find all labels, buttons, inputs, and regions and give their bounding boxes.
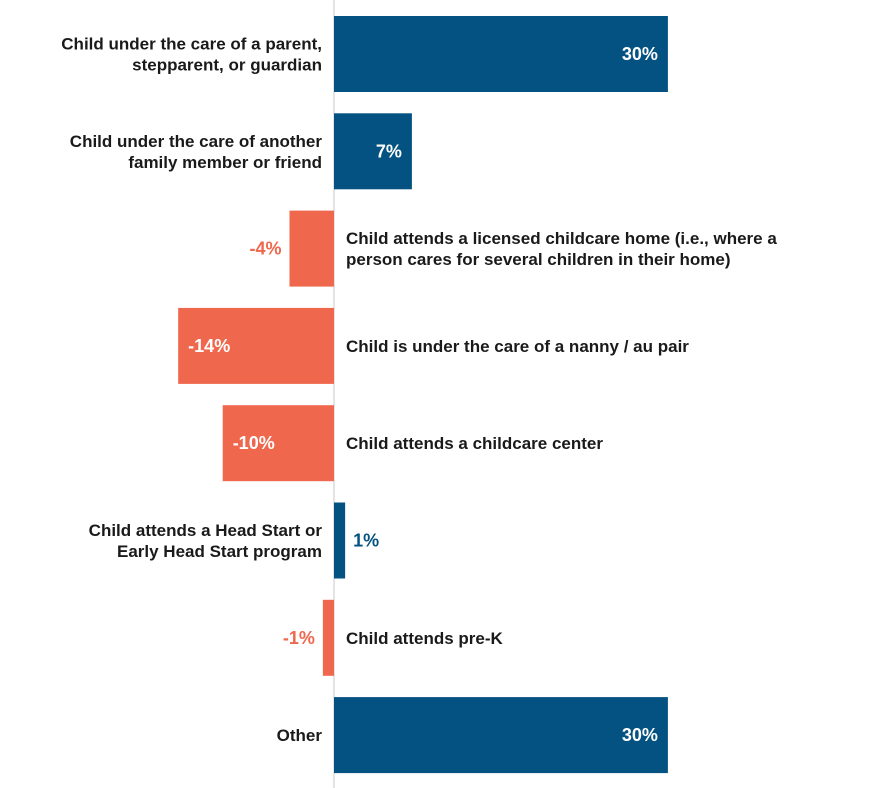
- category-label-line: Child attends a childcare center: [346, 434, 603, 453]
- category-label-line: Child attends a Head Start or: [89, 521, 323, 540]
- bar-5: [222, 405, 334, 482]
- value-label-2: 7%: [376, 141, 402, 161]
- value-label-6: 1%: [353, 531, 379, 551]
- category-label-line: family member or friend: [128, 153, 322, 172]
- category-label-line: Child under the care of a parent,: [61, 35, 322, 54]
- category-label-line: Child is under the care of a nanny / au …: [346, 337, 689, 356]
- value-label-4: -14%: [188, 336, 230, 356]
- category-label-3: Child attends a licensed childcare home …: [346, 229, 777, 269]
- bar-6: [334, 502, 346, 579]
- category-label-line: Other: [277, 726, 323, 745]
- bar-7: [322, 599, 334, 676]
- value-label-3: -4%: [249, 239, 281, 259]
- bar-4: [178, 307, 334, 384]
- category-label-line: Early Head Start program: [117, 542, 322, 561]
- bar-1: [334, 16, 668, 92]
- value-label-8: 30%: [622, 725, 658, 745]
- value-label-7: -1%: [283, 628, 315, 648]
- category-label-line: stepparent, or guardian: [132, 56, 322, 75]
- category-label-6: Child attends a Head Start or Early Head …: [89, 521, 323, 561]
- category-label-8: Other: [277, 726, 323, 745]
- category-label-line: Child attends a licensed childcare home …: [346, 229, 777, 248]
- category-label-2: Child under the care of another family me…: [70, 132, 323, 172]
- category-label-line: Child under the care of another: [70, 132, 323, 151]
- category-label-1: Child under the care of a parent, steppar…: [61, 35, 322, 75]
- category-label-line: Child attends pre-K: [346, 629, 504, 648]
- category-label-4: Child is under the care of a nanny / au …: [346, 337, 689, 356]
- category-label-line: person cares for several children in the…: [346, 250, 731, 269]
- category-label-7: Child attends pre-K: [346, 629, 504, 648]
- value-label-5: -10%: [233, 433, 275, 453]
- bar-3: [289, 210, 334, 287]
- category-label-5: Child attends a childcare center: [346, 434, 603, 453]
- value-label-1: 30%: [622, 44, 658, 64]
- bar-2: [334, 113, 412, 190]
- bar-8: [334, 697, 668, 774]
